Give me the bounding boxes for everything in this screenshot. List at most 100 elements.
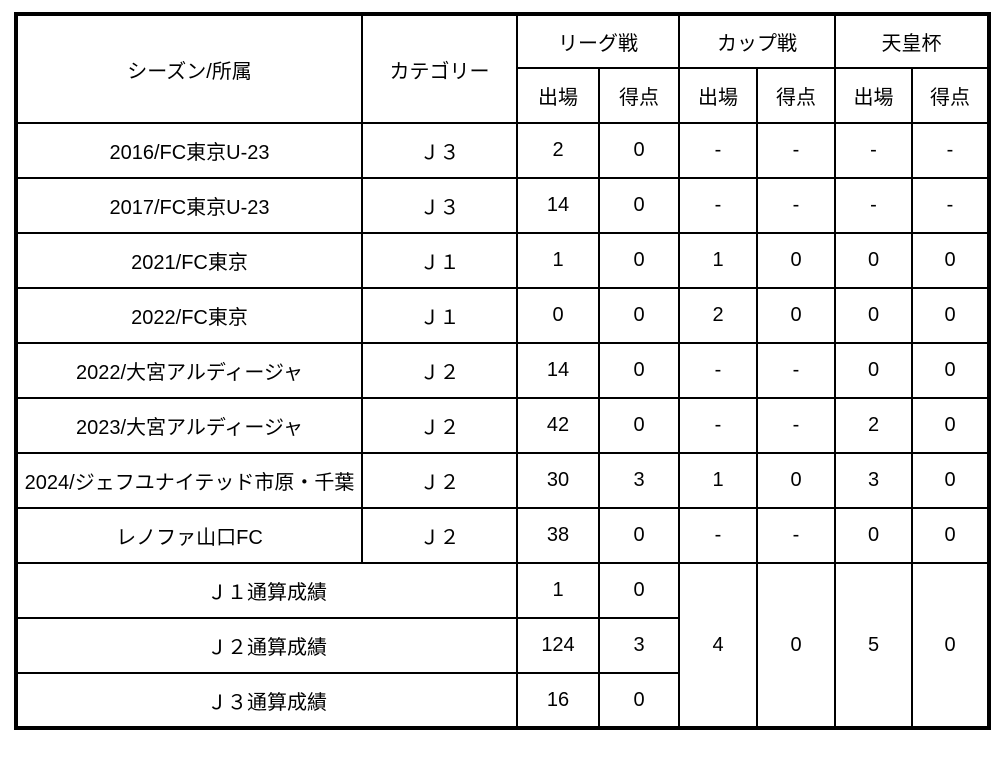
stat-cell: 0 — [911, 342, 990, 399]
header-emperor-cup-group: 天皇杯 — [834, 13, 990, 69]
stat-cell: - — [678, 397, 758, 454]
category-cell: Ｊ２ — [361, 507, 518, 564]
totals-row: Ｊ２通算成績 124 3 — [15, 617, 989, 674]
stat-cell: 2 — [678, 287, 758, 344]
totals-row: Ｊ３通算成績 16 0 — [15, 672, 989, 729]
stat-cell: 0 — [516, 287, 600, 344]
header-cup-goals: 得点 — [756, 67, 836, 124]
stat-cell: 0 — [598, 232, 680, 289]
stat-cell: 0 — [834, 342, 913, 399]
total-league-goals-cell: 3 — [598, 617, 680, 674]
stat-cell: - — [911, 122, 990, 179]
stat-cell: 0 — [598, 342, 680, 399]
table-row: 2016/FC東京U-23 Ｊ３ 2 0 - - - - — [15, 122, 990, 179]
total-league-goals-cell: 0 — [598, 672, 680, 729]
header-league-goals: 得点 — [598, 67, 680, 124]
season-cell: 2024/ジェフユナイテッド市原・千葉 — [15, 452, 363, 509]
stat-cell: - — [678, 122, 758, 179]
header-emperor-apps: 出場 — [834, 67, 913, 124]
header-row-groups: シーズン/所属 カテゴリー リーグ戦 カップ戦 天皇杯 — [15, 13, 990, 124]
stat-cell: - — [678, 342, 758, 399]
stat-cell: - — [678, 177, 758, 234]
stat-cell: 0 — [598, 287, 680, 344]
stat-cell: 3 — [598, 452, 680, 509]
category-cell: Ｊ３ — [361, 122, 518, 179]
stat-cell: 0 — [834, 287, 913, 344]
stat-cell: 0 — [756, 287, 836, 344]
stat-cell: 1 — [678, 452, 758, 509]
stat-cell: - — [678, 507, 758, 564]
season-cell: 2023/大宮アルディージャ — [15, 397, 363, 454]
header-league-group: リーグ戦 — [516, 13, 680, 69]
category-cell: Ｊ３ — [361, 177, 518, 234]
table-row: 2023/大宮アルディージャ Ｊ２ 42 0 - - 2 0 — [15, 397, 990, 454]
stat-cell: - — [756, 122, 836, 179]
total-cup-apps-cell: 4 — [678, 562, 758, 729]
stat-cell: 0 — [834, 232, 913, 289]
stat-cell: 0 — [911, 287, 990, 344]
stat-cell: 3 — [834, 452, 913, 509]
season-cell: 2016/FC東京U-23 — [15, 122, 363, 179]
total-league-goals-cell: 0 — [598, 562, 680, 619]
total-league-apps-cell: 1 — [516, 562, 600, 619]
stat-cell: 14 — [516, 342, 600, 399]
stat-cell: - — [756, 177, 836, 234]
totals-row: Ｊ１通算成績 1 0 4 0 5 0 — [15, 562, 990, 729]
stat-cell: 2 — [834, 397, 913, 454]
stat-cell: 0 — [911, 232, 990, 289]
stat-cell: 30 — [516, 452, 600, 509]
total-label-cell: Ｊ２通算成績 — [15, 617, 518, 674]
stat-cell: 0 — [598, 177, 680, 234]
season-cell: レノファ山口FC — [15, 507, 363, 564]
stat-cell: 0 — [911, 397, 990, 454]
stat-cell: - — [756, 507, 836, 564]
stat-cell: - — [756, 342, 836, 399]
total-league-apps-cell: 16 — [516, 672, 600, 729]
career-stats-table: シーズン/所属 カテゴリー リーグ戦 カップ戦 天皇杯 出場 得点 出場 得点 … — [14, 12, 991, 730]
stat-cell: 2 — [516, 122, 600, 179]
stat-cell: 38 — [516, 507, 600, 564]
category-cell: Ｊ２ — [361, 342, 518, 399]
stat-cell: 0 — [911, 507, 990, 564]
table-row: 2017/FC東京U-23 Ｊ３ 14 0 - - - - — [15, 177, 990, 234]
season-cell: 2021/FC東京 — [15, 232, 363, 289]
category-cell: Ｊ１ — [361, 232, 518, 289]
stat-cell: - — [911, 177, 990, 234]
stat-cell: 1 — [516, 232, 600, 289]
category-cell: Ｊ２ — [361, 397, 518, 454]
stat-cell: - — [834, 122, 913, 179]
season-cell: 2017/FC東京U-23 — [15, 177, 363, 234]
stat-cell: 0 — [756, 232, 836, 289]
table-row: レノファ山口FC Ｊ２ 38 0 - - 0 0 — [15, 507, 990, 564]
header-league-apps: 出場 — [516, 67, 600, 124]
header-season-club: シーズン/所属 — [15, 13, 363, 124]
total-emperor-apps-cell: 5 — [834, 562, 913, 729]
table-row: 2021/FC東京 Ｊ１ 1 0 1 0 0 0 — [15, 232, 990, 289]
total-cup-goals-cell: 0 — [756, 562, 836, 729]
header-emperor-goals: 得点 — [911, 67, 990, 124]
total-emperor-goals-cell: 0 — [911, 562, 990, 729]
category-cell: Ｊ１ — [361, 287, 518, 344]
stat-cell: 0 — [756, 452, 836, 509]
table-row: 2024/ジェフユナイテッド市原・千葉 Ｊ２ 30 3 1 0 3 0 — [15, 452, 990, 509]
stat-cell: 1 — [678, 232, 758, 289]
stat-cell: - — [834, 177, 913, 234]
season-cell: 2022/大宮アルディージャ — [15, 342, 363, 399]
stat-cell: 0 — [598, 122, 680, 179]
total-league-apps-cell: 124 — [516, 617, 600, 674]
header-category: カテゴリー — [361, 13, 518, 124]
stat-cell: 14 — [516, 177, 600, 234]
stat-cell: 42 — [516, 397, 600, 454]
season-cell: 2022/FC東京 — [15, 287, 363, 344]
header-cup-apps: 出場 — [678, 67, 758, 124]
stat-cell: 0 — [598, 507, 680, 564]
header-row-sub: 出場 得点 出場 得点 出場 得点 — [16, 67, 990, 124]
table-row: 2022/大宮アルディージャ Ｊ２ 14 0 - - 0 0 — [15, 342, 990, 399]
total-label-cell: Ｊ１通算成績 — [15, 562, 518, 619]
stat-cell: 0 — [911, 452, 990, 509]
stat-cell: - — [756, 397, 836, 454]
category-cell: Ｊ２ — [361, 452, 518, 509]
header-cup-group: カップ戦 — [678, 13, 836, 69]
stat-cell: 0 — [834, 507, 913, 564]
